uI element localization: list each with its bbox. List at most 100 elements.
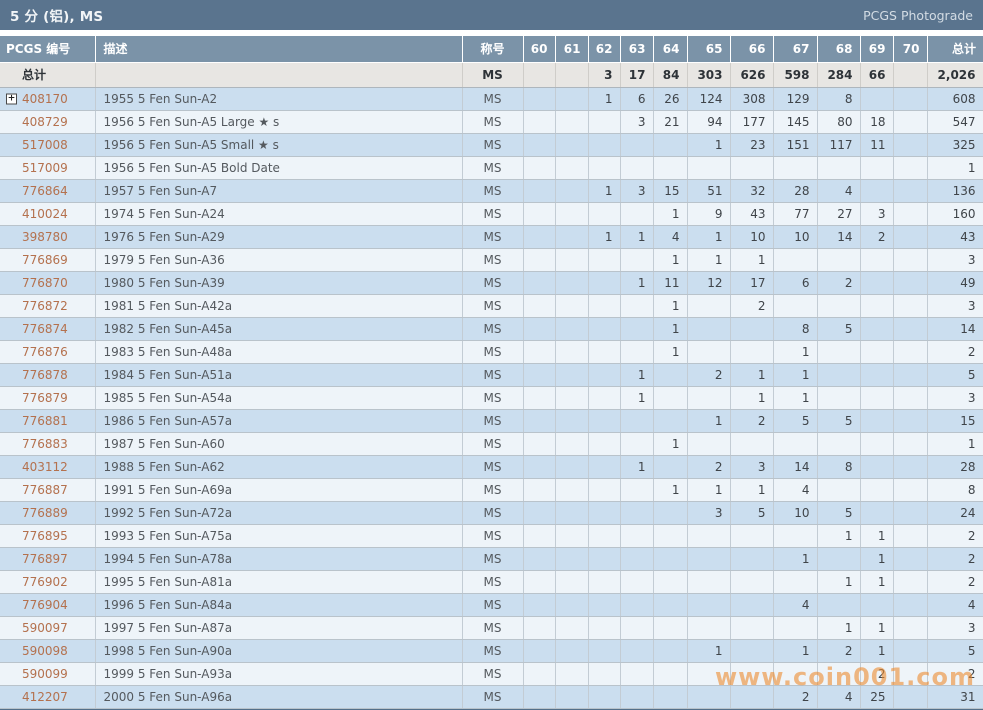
total-grade-cell-68: 284 xyxy=(817,62,861,88)
grade-cell-65 xyxy=(687,386,731,410)
table-bottom-bar xyxy=(0,708,983,710)
pcgs-number-cell: 398780 xyxy=(0,225,96,249)
column-header-12: 69 xyxy=(860,36,894,63)
grade-cell-66: 1 xyxy=(730,386,774,410)
grade-cell-61 xyxy=(555,409,589,433)
grade-cell-64: 1 xyxy=(653,294,688,318)
pcgs-number-link[interactable]: 776870 xyxy=(22,275,68,290)
table-row: 776897 1994 5 Fen Sun-A78a MS 1 1 2 xyxy=(0,547,983,571)
pcgs-number-link[interactable]: 776902 xyxy=(22,574,68,589)
designation-cell: MS xyxy=(462,110,524,134)
grade-cell-65 xyxy=(687,156,731,180)
grade-cell-68 xyxy=(817,340,861,364)
coin-description: 1986 5 Fen Sun-A57a xyxy=(95,409,463,433)
table-row: 776878 1984 5 Fen Sun-A51a MS 1 2 1 1 5 xyxy=(0,363,983,387)
pcgs-number-link[interactable]: 776876 xyxy=(22,344,68,359)
grade-cell-68 xyxy=(817,478,861,502)
grade-cell-61 xyxy=(555,662,589,686)
coin-description: 1997 5 Fen Sun-A87a xyxy=(95,616,463,640)
pcgs-number-link[interactable]: 403112 xyxy=(22,459,68,474)
row-total-cell: 3 xyxy=(927,616,983,640)
grade-cell-64 xyxy=(653,363,688,387)
grade-cell-61 xyxy=(555,156,589,180)
expand-icon[interactable]: + xyxy=(6,93,17,104)
designation-cell: MS xyxy=(462,478,524,502)
grade-cell-61 xyxy=(555,248,589,272)
pcgs-number-link[interactable]: 776879 xyxy=(22,390,68,405)
grade-cell-64: 4 xyxy=(653,225,688,249)
pcgs-number-link[interactable]: 590097 xyxy=(22,620,68,635)
pcgs-number-link[interactable]: 776889 xyxy=(22,505,68,520)
grade-cell-62 xyxy=(588,501,621,525)
grade-cell-68 xyxy=(817,662,861,686)
grade-cell-60 xyxy=(523,179,556,203)
pcgs-number-cell: 517009 xyxy=(0,156,96,180)
pcgs-number-link[interactable]: 410024 xyxy=(22,206,68,221)
grade-cell-69 xyxy=(860,87,894,111)
grade-cell-60 xyxy=(523,524,556,548)
pcgs-number-link[interactable]: 412207 xyxy=(22,689,68,704)
grade-cell-69: 25 xyxy=(860,685,894,709)
pcgs-number-link[interactable]: 776887 xyxy=(22,482,68,497)
grade-cell-70 xyxy=(893,570,928,594)
pcgs-number-link[interactable]: 776883 xyxy=(22,436,68,451)
total-row-description xyxy=(95,62,463,88)
grade-cell-65: 1 xyxy=(687,478,731,502)
pcgs-number-cell: 403112 xyxy=(0,455,96,479)
photograde-link[interactable]: PCGS Photograde xyxy=(863,7,973,23)
grade-cell-60 xyxy=(523,570,556,594)
grade-cell-63 xyxy=(620,248,654,272)
pcgs-number-link[interactable]: 408170 xyxy=(22,91,68,106)
grade-cell-64: 1 xyxy=(653,340,688,364)
pcgs-number-link[interactable]: 517009 xyxy=(22,160,68,175)
pcgs-number-link[interactable]: 590098 xyxy=(22,643,68,658)
grade-cell-68: 8 xyxy=(817,455,861,479)
designation-cell: MS xyxy=(462,248,524,272)
grade-cell-60 xyxy=(523,248,556,272)
grade-cell-68: 80 xyxy=(817,110,861,134)
grade-cell-61 xyxy=(555,616,589,640)
grade-cell-62 xyxy=(588,662,621,686)
column-header-4: 61 xyxy=(555,36,589,63)
pcgs-number-link[interactable]: 776881 xyxy=(22,413,68,428)
pcgs-number-link[interactable]: 408729 xyxy=(22,114,68,129)
table-row: 590097 1997 5 Fen Sun-A87a MS 1 1 3 xyxy=(0,616,983,640)
pcgs-number-cell: 590097 xyxy=(0,616,96,640)
grade-cell-62 xyxy=(588,133,621,157)
table-row: 776881 1986 5 Fen Sun-A57a MS 1 2 5 5 15 xyxy=(0,409,983,433)
pcgs-number-link[interactable]: 776878 xyxy=(22,367,68,382)
pcgs-number-link[interactable]: 398780 xyxy=(22,229,68,244)
row-total-cell: 2 xyxy=(927,340,983,364)
grade-cell-60 xyxy=(523,547,556,571)
grade-cell-63 xyxy=(620,340,654,364)
grade-cell-65: 1 xyxy=(687,639,731,663)
grade-cell-70 xyxy=(893,248,928,272)
pcgs-number-link[interactable]: 776864 xyxy=(22,183,68,198)
pcgs-number-link[interactable]: 776869 xyxy=(22,252,68,267)
total-grade-cell-65: 303 xyxy=(687,62,731,88)
grade-cell-69 xyxy=(860,156,894,180)
grade-cell-69 xyxy=(860,386,894,410)
grade-cell-63 xyxy=(620,524,654,548)
grade-cell-69 xyxy=(860,340,894,364)
pcgs-number-link[interactable]: 776874 xyxy=(22,321,68,336)
row-total-cell: 160 xyxy=(927,202,983,226)
grade-cell-60 xyxy=(523,87,556,111)
pcgs-number-link[interactable]: 776872 xyxy=(22,298,68,313)
grade-cell-67 xyxy=(773,524,818,548)
coin-description: 1980 5 Fen Sun-A39 xyxy=(95,271,463,295)
grade-cell-63 xyxy=(620,616,654,640)
grade-cell-67: 5 xyxy=(773,409,818,433)
pcgs-number-link[interactable]: 590099 xyxy=(22,666,68,681)
pcgs-number-link[interactable]: 517008 xyxy=(22,137,68,152)
designation-cell: MS xyxy=(462,639,524,663)
column-header-2: 称号 xyxy=(462,36,524,63)
pcgs-number-link[interactable]: 776897 xyxy=(22,551,68,566)
grade-cell-65 xyxy=(687,524,731,548)
pcgs-number-link[interactable]: 776895 xyxy=(22,528,68,543)
grade-cell-62 xyxy=(588,570,621,594)
grade-cell-67: 6 xyxy=(773,271,818,295)
grade-cell-68 xyxy=(817,593,861,617)
pcgs-number-link[interactable]: 776904 xyxy=(22,597,68,612)
grade-cell-66 xyxy=(730,593,774,617)
